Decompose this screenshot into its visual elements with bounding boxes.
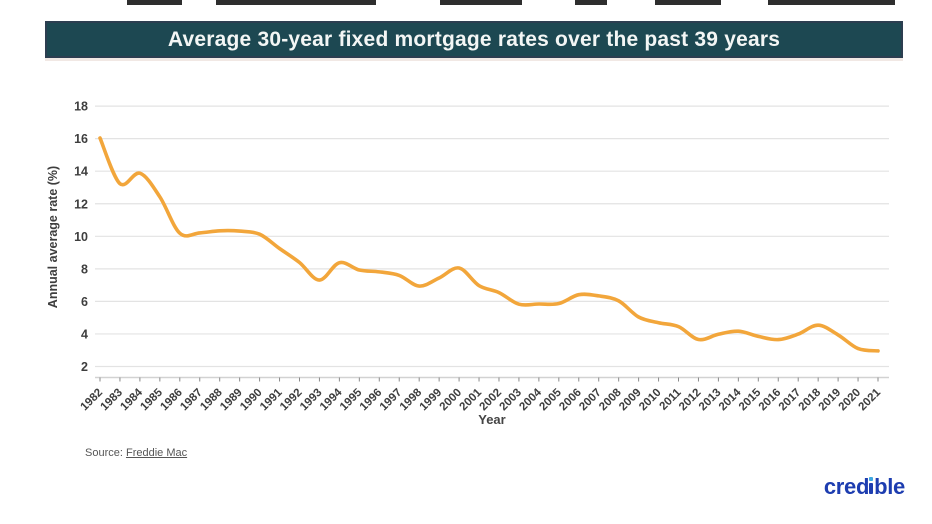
- cropped-text-fragment: [768, 0, 895, 5]
- source-link[interactable]: Freddie Mac: [125, 447, 188, 459]
- y-tick-label: 2: [81, 360, 88, 374]
- x-tick-label: 1995: [338, 386, 365, 413]
- x-tick-label: 2001: [458, 386, 485, 413]
- x-tick-label: 2002: [478, 387, 505, 414]
- x-tick-label: 2015: [737, 386, 764, 413]
- x-tick-label: 1989: [218, 387, 245, 414]
- chart-title: Average 30-year fixed mortgage rates ove…: [167, 27, 781, 51]
- x-tick-label: 1983: [98, 387, 125, 414]
- logo-text-after-i: ble: [874, 474, 905, 499]
- source-line: Source: Freddie Mac: [85, 447, 187, 459]
- y-tick-label: 10: [74, 230, 88, 244]
- x-tick-label: 2012: [677, 387, 704, 414]
- logo-i-stem: [869, 483, 874, 494]
- x-tick-label: 2000: [438, 387, 465, 414]
- y-tick-label: 12: [74, 197, 88, 211]
- x-tick-label: 1996: [358, 387, 385, 414]
- y-tick-label: 8: [81, 262, 88, 276]
- source-prefix: Source:: [85, 447, 126, 459]
- x-tick-label: 1986: [158, 387, 185, 414]
- cropped-text-fragment: [655, 0, 721, 5]
- x-tick-label: 2010: [637, 387, 664, 414]
- x-tick-label: 2007: [577, 387, 604, 414]
- x-tick-label: 1999: [418, 387, 445, 414]
- cropped-text-fragment: [127, 0, 182, 5]
- x-tick-label: 1985: [138, 386, 165, 413]
- x-tick-label: 1991: [258, 386, 285, 413]
- x-tick-label: 2018: [797, 386, 824, 413]
- x-tick-label: 1990: [238, 387, 265, 414]
- x-tick-label: 1988: [198, 386, 225, 413]
- x-tick-label: 2016: [757, 387, 784, 414]
- mortgage-rate-line: [98, 136, 880, 353]
- logo-letter-i: [869, 477, 874, 494]
- x-tick-label: 2008: [597, 386, 624, 413]
- x-tick-label: 1997: [378, 387, 405, 414]
- cropped-text-fragment: [440, 0, 522, 5]
- x-tick-label: 2005: [537, 386, 564, 413]
- cropped-text-fragment: [575, 0, 607, 5]
- chart-title-banner: Average 30-year fixed mortgage rates ove…: [45, 21, 903, 58]
- x-tick-label: 1984: [118, 386, 145, 413]
- logo-i-dot: [869, 477, 874, 481]
- y-tick-label: 16: [74, 132, 88, 146]
- y-tick-label: 18: [74, 100, 88, 114]
- x-tick-label: 2021: [857, 386, 884, 413]
- logo-text-before-i: cred: [823, 474, 870, 499]
- x-tick-label: 2013: [697, 387, 724, 414]
- x-tick-label: 1982: [79, 387, 106, 414]
- cropped-text-fragment: [216, 0, 376, 5]
- y-tick-label: 14: [74, 165, 88, 179]
- x-tick-label: 2019: [817, 387, 844, 414]
- x-tick-label: 2009: [617, 387, 644, 414]
- x-tick-label: 1994: [318, 386, 345, 413]
- x-tick-label: 1998: [398, 386, 425, 413]
- y-tick-label: 4: [81, 327, 88, 341]
- y-tick-label: 6: [81, 295, 88, 309]
- x-tick-label: 2020: [837, 387, 864, 414]
- x-tick-label: 2003: [497, 387, 524, 414]
- x-tick-label: 2017: [777, 387, 804, 414]
- x-axis-title: Year: [478, 412, 505, 427]
- credible-logo: cred ble: [824, 474, 905, 500]
- x-tick-label: 2004: [517, 386, 544, 413]
- x-tick-label: 2006: [557, 387, 584, 414]
- x-tick-label: 1993: [298, 387, 325, 414]
- x-tick-label: 2014: [717, 386, 744, 413]
- x-tick-label: 1987: [178, 387, 205, 414]
- x-tick-label: 1992: [278, 387, 305, 414]
- y-axis-title: Annual average rate (%): [46, 166, 60, 308]
